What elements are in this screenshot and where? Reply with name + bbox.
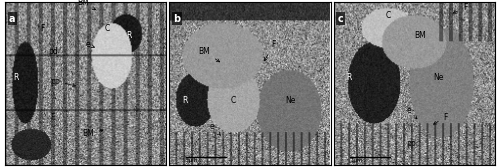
Text: BM: BM xyxy=(414,31,426,40)
Text: R: R xyxy=(13,73,18,82)
Text: pp: pp xyxy=(50,76,76,87)
Text: C: C xyxy=(386,11,390,20)
Text: BM: BM xyxy=(78,0,96,10)
Text: Ne: Ne xyxy=(286,96,296,105)
Text: BM: BM xyxy=(82,129,103,138)
Text: pd: pd xyxy=(48,47,58,56)
Text: C: C xyxy=(105,24,110,33)
Text: e: e xyxy=(86,40,94,49)
Text: F: F xyxy=(264,40,276,61)
Text: F: F xyxy=(40,24,45,33)
Text: R: R xyxy=(126,31,132,40)
Text: 5μm: 5μm xyxy=(186,158,198,163)
Text: F: F xyxy=(453,3,467,13)
Text: F: F xyxy=(434,113,448,124)
Text: e: e xyxy=(210,122,220,135)
Text: F: F xyxy=(50,113,54,122)
Text: 1μm: 1μm xyxy=(350,158,362,163)
Text: C: C xyxy=(230,96,236,105)
Text: pp: pp xyxy=(406,139,416,148)
Text: c: c xyxy=(338,14,344,24)
Text: a: a xyxy=(9,14,16,24)
Text: Ne: Ne xyxy=(434,73,444,82)
Text: BM: BM xyxy=(198,47,220,62)
Text: b: b xyxy=(174,14,180,24)
Text: e: e xyxy=(406,106,417,119)
Text: R: R xyxy=(346,73,352,82)
Text: R: R xyxy=(182,96,188,105)
